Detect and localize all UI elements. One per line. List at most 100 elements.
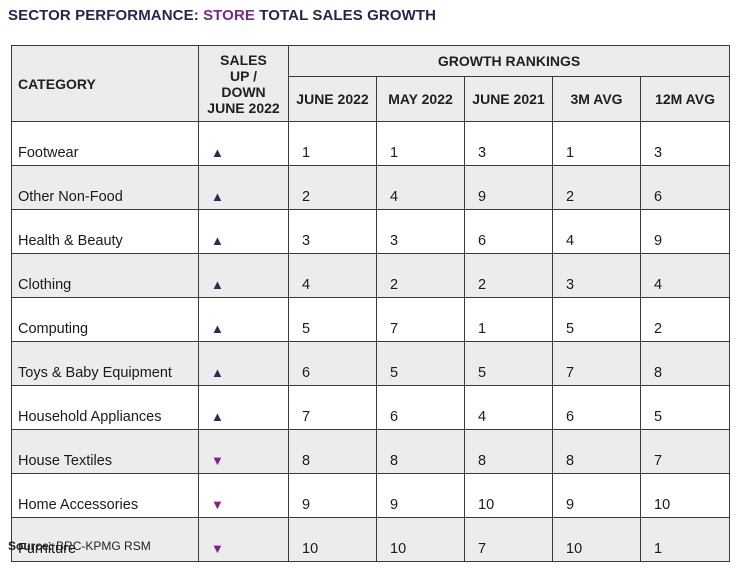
triangle-up-icon: ▲ [211, 321, 224, 336]
table-row: Home Accessories ▼ 9 9 10 9 10 [11, 473, 731, 518]
header-sales-line: DOWN [221, 83, 266, 100]
triangle-up-icon: ▲ [211, 365, 224, 380]
header-3m-avg: 3M AVG [552, 76, 641, 122]
header-sales-line: UP / [230, 67, 257, 84]
rank-cell: 1 [376, 121, 465, 166]
category-cell: Toys & Baby Equipment [11, 341, 199, 386]
page-title: SECTOR PERFORMANCE: STORE TOTAL SALES GR… [8, 7, 436, 24]
title-prefix: SECTOR PERFORMANCE: [8, 7, 204, 24]
header-12m-avg: 12M AVG [639, 76, 731, 122]
category-cell: Household Appliances [11, 385, 199, 430]
rank-cell: 8 [552, 429, 641, 474]
title-suffix: TOTAL SALES GROWTH [254, 7, 437, 24]
rank-cell: 6 [376, 385, 465, 430]
source-label: Source: [8, 539, 53, 553]
category-cell: Other Non-Food [11, 165, 199, 210]
rank-cell: 2 [464, 253, 553, 298]
rank-cell: 3 [639, 121, 731, 166]
category-cell: House Textiles [11, 429, 199, 474]
header-june-2021: JUNE 2021 [464, 76, 553, 122]
direction-cell: ▲ [198, 165, 289, 210]
table-row: Health & Beauty ▲ 3 3 6 4 9 [11, 209, 731, 254]
rank-cell: 1 [639, 517, 731, 562]
rank-cell: 5 [552, 297, 641, 342]
sales-growth-table: CATEGORY SALES UP / DOWN JUNE 2022 GROWT… [11, 45, 731, 562]
rank-cell: 10 [376, 517, 465, 562]
category-cell: Furniture [11, 517, 199, 562]
source-text: BRC-KPMG RSM [52, 539, 151, 553]
direction-cell: ▲ [198, 341, 289, 386]
rank-cell: 6 [552, 385, 641, 430]
direction-cell: ▼ [198, 429, 289, 474]
rank-cell: 10 [552, 517, 641, 562]
rank-cell: 10 [639, 473, 731, 518]
header-sales-up-down: SALES UP / DOWN JUNE 2022 [198, 45, 289, 122]
rank-cell: 4 [552, 209, 641, 254]
rank-cell: 7 [639, 429, 731, 474]
rank-cell: 4 [288, 253, 377, 298]
table-row: Computing ▲ 5 7 1 5 2 [11, 297, 731, 342]
rank-cell: 2 [376, 253, 465, 298]
rank-cell: 3 [288, 209, 377, 254]
direction-cell: ▼ [198, 473, 289, 518]
rank-cell: 3 [552, 253, 641, 298]
table-row: Furniture ▼ 10 10 7 10 1 [11, 517, 731, 562]
rank-cell: 7 [288, 385, 377, 430]
rank-cell: 9 [376, 473, 465, 518]
rank-cell: 9 [288, 473, 377, 518]
rank-cell: 3 [376, 209, 465, 254]
rank-cell: 3 [464, 121, 553, 166]
table-row: Other Non-Food ▲ 2 4 9 2 6 [11, 165, 731, 210]
rank-cell: 8 [376, 429, 465, 474]
table-row: House Textiles ▼ 8 8 8 8 7 [11, 429, 731, 474]
header-may-2022: MAY 2022 [376, 76, 465, 122]
triangle-down-icon: ▼ [211, 541, 224, 556]
category-cell: Clothing [11, 253, 199, 298]
table-row: Clothing ▲ 4 2 2 3 4 [11, 253, 731, 298]
rank-cell: 8 [464, 429, 553, 474]
title-highlight: STORE [203, 7, 255, 24]
rank-cell: 1 [552, 121, 641, 166]
rank-cell: 6 [464, 209, 553, 254]
direction-cell: ▲ [198, 121, 289, 166]
rank-cell: 6 [639, 165, 731, 210]
header-growth-rankings: GROWTH RANKINGS [287, 45, 731, 77]
direction-cell: ▲ [198, 385, 289, 430]
triangle-up-icon: ▲ [211, 409, 224, 424]
table-row: Toys & Baby Equipment ▲ 6 5 5 7 8 [11, 341, 731, 386]
direction-cell: ▲ [198, 209, 289, 254]
rank-cell: 10 [464, 473, 553, 518]
rank-cell: 6 [288, 341, 377, 386]
rank-cell: 4 [376, 165, 465, 210]
category-cell: Health & Beauty [11, 209, 199, 254]
triangle-up-icon: ▲ [211, 233, 224, 248]
category-cell: Footwear [11, 121, 199, 166]
rank-cell: 1 [464, 297, 553, 342]
triangle-up-icon: ▲ [211, 189, 224, 204]
rank-cell: 2 [639, 297, 731, 342]
source-note: Source: BRC-KPMG RSM [8, 539, 151, 553]
table-row: Household Appliances ▲ 7 6 4 6 5 [11, 385, 731, 430]
triangle-up-icon: ▲ [211, 145, 224, 160]
direction-cell: ▲ [198, 297, 289, 342]
rank-cell: 5 [464, 341, 553, 386]
header-sales-line: SALES [220, 51, 267, 68]
triangle-up-icon: ▲ [211, 277, 224, 292]
header-category: CATEGORY [11, 45, 199, 122]
rank-cell: 8 [288, 429, 377, 474]
rank-cell: 4 [639, 253, 731, 298]
rank-cell: 5 [376, 341, 465, 386]
triangle-down-icon: ▼ [211, 497, 224, 512]
direction-cell: ▼ [198, 517, 289, 562]
rank-cell: 9 [639, 209, 731, 254]
rank-cell: 9 [552, 473, 641, 518]
rank-cell: 8 [639, 341, 731, 386]
rank-cell: 7 [552, 341, 641, 386]
header-june-2022: JUNE 2022 [288, 76, 377, 122]
category-cell: Home Accessories [11, 473, 199, 518]
direction-cell: ▲ [198, 253, 289, 298]
category-cell: Computing [11, 297, 199, 342]
rank-cell: 9 [464, 165, 553, 210]
header-sales-line: JUNE 2022 [207, 99, 280, 116]
rank-cell: 4 [464, 385, 553, 430]
